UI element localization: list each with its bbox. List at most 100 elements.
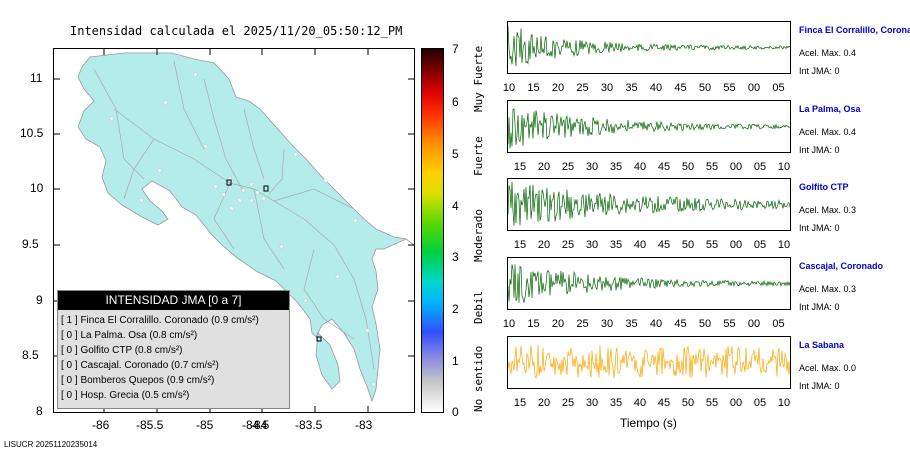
trace-tick-label: 30 <box>585 397 599 409</box>
trace-tick-label: 15 <box>513 239 527 251</box>
trace-tick-label: 00 <box>729 397 743 409</box>
station-jma-intensity: Int JMA: 0 <box>799 381 840 391</box>
trace-tick-label: 05 <box>772 318 785 330</box>
legend-row: [ 0 ] La Palma. Osa (0.8 cm/s²) <box>61 330 198 341</box>
trace-tick-label: 05 <box>753 161 767 173</box>
trace-time-axis: 15 20 25 30 35 40 45 50 55 00 05 10 <box>500 397 795 411</box>
trace-tick-label: 40 <box>649 318 663 330</box>
station-name: Cascajal, Coronado <box>799 261 884 271</box>
station-name: Finca El Corralillo, Coronado <box>799 25 910 35</box>
legend-row: [ 0 ] Bomberos Quepos (0.9 cm/s²) <box>61 375 215 386</box>
time-axis-label: Tiempo (s) <box>620 416 677 430</box>
station-jma-intensity: Int JMA: 0 <box>799 223 840 233</box>
trace-tick-label: 50 <box>698 82 712 94</box>
trace-tick-label: 35 <box>609 161 623 173</box>
trace-tick-label: 15 <box>513 161 527 173</box>
station-max-accel: Acel. Max. 0.0 <box>799 363 857 373</box>
footer-id: LISUCR 20251120235014 <box>4 440 98 449</box>
map-x-tick: -86 <box>92 418 110 432</box>
station-name: Golfito CTP <box>799 182 849 192</box>
colorbar-tick: 5 <box>452 147 459 161</box>
trace-tick-label: 35 <box>625 318 638 330</box>
colorbar-label: No sentido <box>472 345 485 412</box>
colorbar-tick: 4 <box>452 199 459 213</box>
seismogram-trace <box>507 100 791 153</box>
map-x-tick: -83 <box>355 418 373 432</box>
map-x-tick: -83.5 <box>295 418 323 432</box>
trace-tick-label: 35 <box>609 397 623 409</box>
trace-tick-label: 45 <box>674 82 687 94</box>
map-x-tick: -85.5 <box>136 418 164 432</box>
station-jma-intensity: Int JMA: 0 <box>799 66 840 76</box>
trace-tick-label: 50 <box>681 239 695 251</box>
trace-tick-label: 10 <box>777 239 791 251</box>
colorbar-label: Debil <box>472 290 485 324</box>
trace-tick-label: 10 <box>777 397 791 409</box>
trace-tick-label: 45 <box>657 239 671 251</box>
trace-tick-label: 25 <box>561 161 575 173</box>
trace-tick-label: 10 <box>502 318 516 330</box>
trace-tick-label: 55 <box>705 161 719 173</box>
station-highlight-marker <box>226 179 232 186</box>
trace-tick-label: 50 <box>681 397 695 409</box>
station-max-accel: Acel. Max. 0.4 <box>799 48 857 58</box>
waveform-line <box>508 108 790 149</box>
trace-tick-label: 55 <box>705 239 719 251</box>
trace-tick-label: 40 <box>633 161 647 173</box>
trace-tick-label: 00 <box>729 239 743 251</box>
trace-tick-label: 05 <box>753 397 767 409</box>
trace-tick-label: 50 <box>698 318 712 330</box>
colorbar-tick: 2 <box>452 302 459 316</box>
trace-tick-label: 10 <box>502 82 516 94</box>
map-x-tick: -84.5 <box>242 418 270 432</box>
colorbar-label: Moderado <box>472 209 485 262</box>
trace-tick-label: 25 <box>576 318 589 330</box>
intensity-legend: INTENSIDAD JMA [0 a 7] [ 1 ] Finca El Co… <box>57 290 290 409</box>
road-network <box>93 60 375 370</box>
seismogram-trace <box>507 257 791 310</box>
waveform-line <box>508 264 790 303</box>
trace-tick-label: 20 <box>551 318 565 330</box>
trace-tick-label: 05 <box>772 82 785 94</box>
station-jma-intensity: Int JMA: 0 <box>799 302 840 312</box>
trace-tick-label: 25 <box>576 82 589 94</box>
trace-tick-label: 45 <box>657 161 671 173</box>
trace-tick-label: 45 <box>674 318 687 330</box>
trace-tick-label: 50 <box>681 161 695 173</box>
map-y-tick: 10 <box>30 181 44 195</box>
colorbar-tick: 6 <box>452 95 459 109</box>
trace-tick-label: 20 <box>537 161 551 173</box>
trace-time-axis: 15 20 25 30 35 40 45 50 55 00 05 10 <box>500 239 795 253</box>
station-highlight-marker <box>263 185 269 192</box>
trace-tick-label: 30 <box>600 82 614 94</box>
legend-header: INTENSIDAD JMA [0 a 7] <box>58 291 289 310</box>
trace-tick-label: 30 <box>585 239 599 251</box>
trace-time-axis: 10 15 20 25 30 35 40 45 50 55 00 05 <box>500 318 795 332</box>
trace-tick-label: 30 <box>585 161 599 173</box>
station-max-accel: Acel. Max. 0.3 <box>799 205 857 215</box>
seismogram-trace <box>507 21 791 74</box>
waveform-line <box>508 181 790 226</box>
map-y-tick: 11 <box>30 71 43 85</box>
land-area <box>77 52 414 403</box>
station-name: La Palma, Osa <box>799 104 861 114</box>
trace-tick-label: 25 <box>561 397 575 409</box>
map-y-tick: 8.5 <box>22 348 39 362</box>
trace-tick-label: 55 <box>705 397 719 409</box>
legend-row: [ 0 ] Cascajal. Coronado (0.7 cm/s²) <box>61 360 219 371</box>
intensity-map[interactable] <box>53 48 415 413</box>
trace-tick-label: 15 <box>527 318 540 330</box>
station-markers <box>109 72 376 387</box>
trace-tick-label: 35 <box>609 239 623 251</box>
trace-tick-label: 20 <box>537 239 551 251</box>
trace-tick-label: 15 <box>513 397 527 409</box>
waveform-line <box>508 344 790 380</box>
colorbar-label: Muy Fuerte <box>472 45 485 112</box>
seismogram-trace <box>507 336 791 389</box>
trace-tick-label: 35 <box>625 82 638 94</box>
trace-time-axis: 10 15 20 25 30 35 40 45 50 55 00 05 <box>500 82 795 96</box>
trace-tick-label: 00 <box>747 318 761 330</box>
seismogram-trace <box>507 178 791 231</box>
trace-tick-label: 55 <box>723 318 736 330</box>
trace-tick-label: 40 <box>633 397 647 409</box>
